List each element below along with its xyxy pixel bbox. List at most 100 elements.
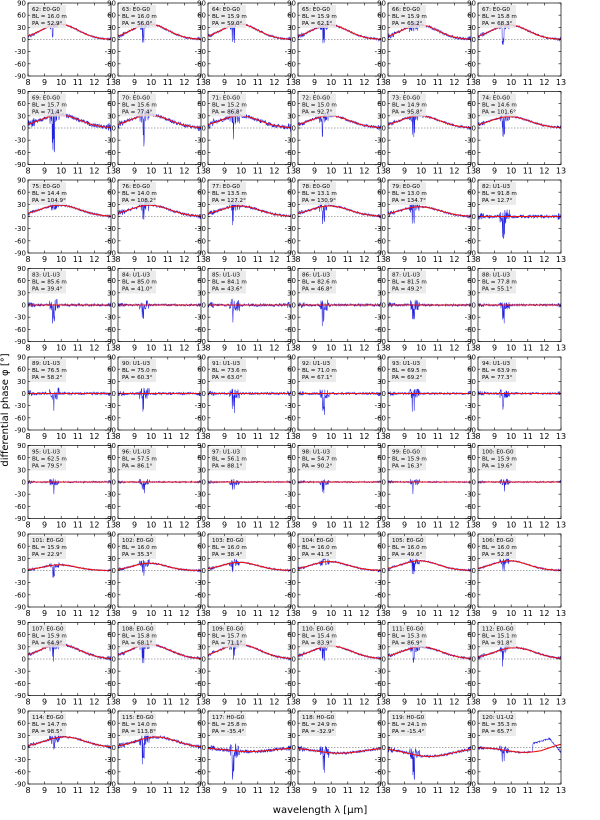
y-tick-label: 60 (287, 277, 296, 285)
y-tick-label: 60 (287, 366, 296, 374)
panel-id: 102: E0-G0 (122, 538, 154, 544)
y-tick-label: 60 (17, 631, 26, 639)
x-tick-label: 9 (402, 167, 407, 176)
panel-id: 83: U1-U3 (32, 273, 61, 279)
y-tick-label: -30 (105, 314, 116, 322)
y-tick-label: 60 (107, 189, 116, 197)
y-tick-label: -60 (285, 503, 296, 511)
x-tick-label: 11 (163, 78, 173, 87)
y-tick-label: -30 (195, 48, 206, 56)
y-tick-label: -30 (375, 579, 386, 587)
panel-id: 120: U1-U2 (482, 715, 514, 721)
panel-position-angle: PA = 69.2° (392, 375, 423, 381)
y-tick-label: 90 (377, 619, 386, 627)
panel-position-angle: PA = 63.0° (212, 375, 243, 381)
x-tick-label: 11 (253, 698, 263, 707)
y-tick-label: 90 (17, 0, 26, 8)
x-tick-label: 9 (312, 609, 317, 618)
x-tick-label: 11 (163, 432, 173, 441)
x-tick-label: 11 (163, 786, 173, 795)
y-tick-label: 30 (467, 378, 476, 386)
panel-id: 78: E0-G0 (302, 184, 330, 190)
y-tick-label: -30 (105, 402, 116, 410)
y-tick-label: 0 (472, 656, 476, 664)
x-tick-label: 9 (42, 521, 47, 530)
y-tick-label: 0 (382, 656, 386, 664)
y-tick-label: 0 (382, 744, 386, 752)
data-series-82 (478, 209, 561, 239)
y-tick-label: -90 (285, 161, 296, 169)
y-tick-label: 0 (292, 36, 296, 44)
y-axis-label: differential phase φ [°] (0, 353, 11, 466)
panel-label-box (210, 359, 246, 382)
y-tick-label: -60 (195, 60, 206, 68)
y-tick-label: 60 (197, 631, 206, 639)
x-tick-label: 9 (492, 432, 497, 441)
y-tick-label: 90 (377, 531, 386, 539)
panel-id: 107: E0-G0 (32, 627, 64, 633)
x-tick-label: 10 (146, 344, 156, 353)
panel-baseline-length: BL = 16.0 m (122, 545, 157, 551)
x-tick-label: 12 (539, 698, 549, 707)
x-tick-label: 11 (343, 255, 353, 264)
panel-baseline-length: BL = 15.1 m (482, 634, 517, 640)
panel-baseline-length: BL = 25.8 m (212, 722, 247, 728)
y-tick-label: 90 (467, 88, 476, 96)
x-tick-label: 13 (196, 344, 206, 353)
panel-position-angle: PA = 64.9° (32, 641, 63, 647)
y-tick-label: -90 (105, 73, 116, 81)
panel-baseline-length: BL = 14.6 m (482, 103, 517, 109)
y-tick-label: -30 (15, 225, 26, 233)
y-tick-label: -90 (375, 692, 386, 700)
x-tick-label: 12 (449, 609, 459, 618)
y-tick-label: -30 (15, 48, 26, 56)
model-series-63 (118, 23, 201, 40)
panel-label-box (120, 270, 156, 294)
panel-baseline-length: BL = 15.9 m (392, 14, 427, 20)
y-tick-label: 60 (287, 543, 296, 551)
y-tick-label: -60 (465, 237, 476, 245)
y-tick-label: 0 (22, 213, 26, 221)
y-tick-label: -30 (105, 491, 116, 499)
panel-position-angle: PA = 58.2° (32, 375, 63, 381)
y-tick-label: 60 (17, 189, 26, 197)
y-tick-label: 30 (107, 112, 116, 120)
y-tick-label: 30 (377, 555, 386, 563)
panel-label-box (30, 359, 66, 382)
y-tick-label: -30 (285, 225, 296, 233)
x-tick-label: 8 (475, 78, 480, 87)
y-tick-label: 90 (17, 531, 26, 539)
panel-position-angle: PA = 41.0° (122, 287, 153, 293)
x-tick-label: 12 (539, 609, 549, 618)
model-series-118 (298, 748, 381, 754)
y-tick-label: -30 (285, 491, 296, 499)
data-series-84 (118, 300, 201, 320)
x-tick-label: 8 (205, 698, 210, 707)
y-tick-label: 30 (17, 643, 26, 651)
x-tick-label: 10 (326, 698, 336, 707)
panel-id: 74: E0-G0 (482, 96, 510, 102)
data-series-105 (388, 557, 471, 575)
y-tick-label: 60 (107, 454, 116, 462)
x-tick-label: 10 (326, 432, 336, 441)
y-tick-label: -60 (105, 768, 116, 776)
x-tick-label: 10 (146, 432, 156, 441)
panel-label-box (390, 713, 426, 736)
y-tick-label: 0 (292, 390, 296, 398)
x-tick-label: 13 (106, 78, 116, 87)
panel-label-box (390, 447, 426, 471)
y-tick-label: -60 (195, 414, 206, 422)
y-tick-label: 30 (17, 289, 26, 297)
x-tick-label: 10 (326, 255, 336, 264)
panel-position-angle: PA = 77.4° (122, 110, 153, 116)
